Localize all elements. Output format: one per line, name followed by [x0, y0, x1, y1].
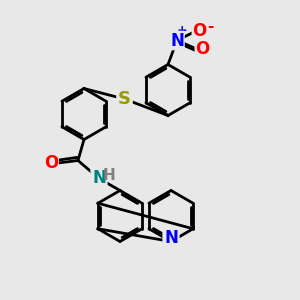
- Text: S: S: [118, 90, 131, 108]
- Text: H: H: [103, 168, 116, 183]
- Text: O: O: [44, 154, 58, 172]
- Text: O: O: [195, 40, 210, 58]
- Text: N: N: [170, 32, 184, 50]
- Text: +: +: [176, 23, 187, 37]
- Text: O: O: [192, 22, 207, 40]
- Text: -: -: [207, 20, 213, 34]
- Text: N: N: [164, 229, 178, 247]
- Text: N: N: [92, 169, 106, 188]
